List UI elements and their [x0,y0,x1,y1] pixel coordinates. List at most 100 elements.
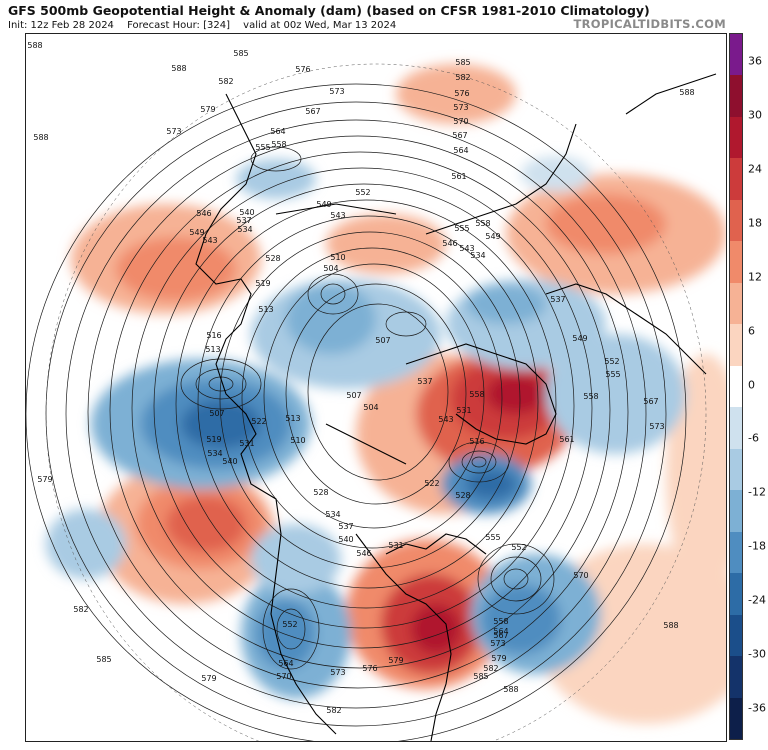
contour-label: 531 [239,439,254,448]
contour-label: 555 [605,370,620,379]
contour-label: 576 [362,664,377,673]
colorbar-segment [730,407,742,450]
contour-label: 537 [417,377,432,386]
map-canvas: 5885855765825795735675855825765735705675… [26,41,726,741]
contour-label: 549 [572,334,587,343]
contour-label: 564 [453,146,468,155]
contour-label: 534 [325,510,340,519]
colorbar-tick-label: -18 [748,539,766,553]
contour-label: 588 [503,685,518,694]
chart-title: GFS 500mb Geopotential Height & Anomaly … [8,3,650,18]
contour-label: 573 [490,639,505,648]
contour-label: 558 [475,219,490,228]
contour-label: 570 [573,571,588,580]
contour-label: 579 [388,656,403,665]
contour-label: 573 [453,103,468,112]
contour-label: 534 [470,251,485,260]
contour-label: 579 [37,475,52,484]
contour-label: 507 [346,391,361,400]
colorbar-tick-label: 12 [748,270,762,284]
colorbar-segment [730,656,742,699]
contour-label: 555 [255,143,270,152]
contour-label: 537 [338,522,353,531]
contour-label: 546 [442,239,457,248]
contour-label: 558 [469,390,484,399]
contour-label: 540 [222,457,237,466]
contour-label: 534 [237,225,252,234]
colorbar-tick-label: 18 [748,216,762,230]
contour-label: 513 [285,414,300,423]
contour-label: 516 [206,331,221,340]
contour-label: 564 [493,627,508,636]
contour-label: 513 [258,305,273,314]
contour-label: 507 [209,409,224,418]
contour-label: 531 [456,406,471,415]
contour-label: 510 [330,253,345,262]
contour-label: 543 [438,415,453,424]
contour-label: 546 [356,549,371,558]
site-watermark: TROPICALTIDBITS.COM [573,17,726,31]
colorbar-segment [730,448,742,491]
contour-label: 576 [295,65,310,74]
contour-label: 582 [326,706,341,715]
colorbar-segment [730,158,742,201]
colorbar-segment [730,573,742,616]
colorbar-segment [730,697,742,740]
contour-label: 528 [265,254,280,263]
colorbar-tick-label: 0 [748,378,755,391]
contour-label: 579 [201,674,216,683]
contour-label: 543 [202,236,217,245]
colorbar-segment [730,116,742,159]
contour-label: 567 [643,397,658,406]
contour-label: 570 [276,672,291,681]
contour-label: 558 [271,140,286,149]
contour-label: 579 [200,105,215,114]
init-time: Init: 12z Feb 28 2024 [8,20,114,31]
colorbar-segment [730,34,742,76]
colorbar-segment [730,531,742,574]
contour-label: 585 [473,672,488,681]
colorbar-segment [730,614,742,657]
contour-label: 522 [424,479,439,488]
contour-label: 546 [196,209,211,218]
contour-label: 573 [330,668,345,677]
colorbar-tick-label: 36 [748,54,762,68]
contour-label: 573 [166,127,181,136]
colorbar-segment [730,199,742,242]
contour-label: 543 [459,244,474,253]
colorbar-tick-label: -36 [748,701,766,715]
contour-label: 567 [493,631,508,640]
contour-label: 564 [270,127,285,136]
contour-label: 528 [313,488,328,497]
contour-label: 588 [663,621,678,630]
contour-label: 513 [205,345,220,354]
colorbar-segment [730,365,742,408]
contour-label: 507 [375,336,390,345]
contour-label: 585 [233,49,248,58]
colorbar-tick-label: 6 [748,324,755,338]
contour-label: 567 [452,131,467,140]
height-contours [26,83,687,741]
forecast-hour: Forecast Hour: [324] [127,20,230,31]
lat-circle [45,63,707,741]
contour-label: 504 [323,264,338,273]
colorbar-tick-label: -24 [748,593,766,607]
coastlines [195,73,717,741]
contour-label: 582 [455,73,470,82]
colorbar-segment [730,490,742,533]
colorbar-tick-label: 30 [748,108,762,122]
contour-label: 582 [483,664,498,673]
contour-label: 543 [330,211,345,220]
contour-label: 540 [338,535,353,544]
colorbar-tick-label: -12 [748,485,766,499]
contour-label: 555 [454,224,469,233]
contour-label: 564 [278,659,293,668]
colorbar-tick-label: -6 [748,431,759,445]
contour-label: 561 [559,435,574,444]
contour-label: 558 [493,617,508,626]
contour-label: 519 [255,279,270,288]
anomaly-colorbar [729,33,743,740]
contour-label: 567 [305,107,320,116]
contour-label: 522 [251,417,266,426]
contour-label: 570 [453,117,468,126]
